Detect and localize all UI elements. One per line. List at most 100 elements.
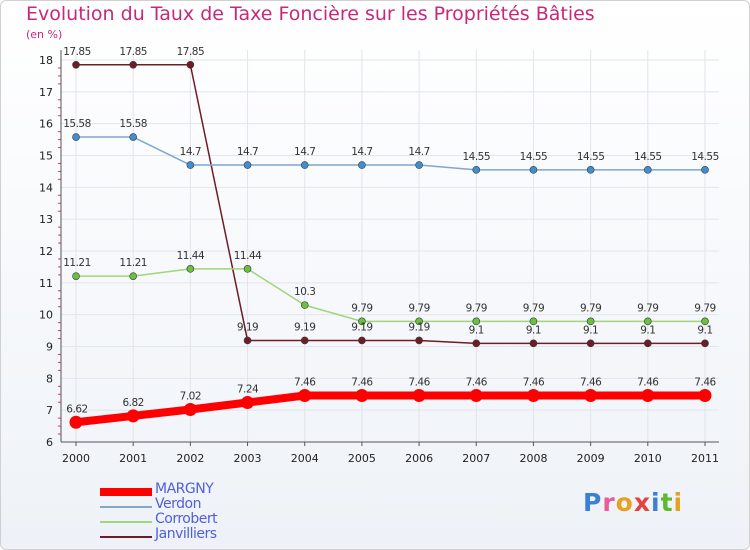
data-point-janvilliers — [644, 339, 652, 348]
logo-letter: r — [602, 488, 616, 517]
data-label-corrobert: 9.79 — [694, 302, 715, 314]
data-point-corrobert — [644, 317, 652, 326]
data-label-janvilliers: 9.1 — [640, 324, 655, 336]
data-label-janvilliers: 9.1 — [697, 324, 712, 336]
data-point-janvilliers — [300, 336, 309, 345]
data-label-verdon: 14.55 — [577, 151, 605, 163]
data-point-corrobert — [415, 317, 423, 326]
data-point-margny — [469, 389, 483, 403]
y-tick-label: 17 — [39, 86, 53, 99]
legend-label: MARGNY — [155, 481, 214, 497]
data-label-verdon: 14.7 — [237, 146, 258, 158]
data-label-margny: 7.46 — [637, 377, 659, 389]
data-label-janvilliers: 9.1 — [469, 324, 484, 336]
data-point-janvilliers — [186, 60, 195, 69]
data-label-corrobert: 9.79 — [408, 302, 429, 314]
data-point-corrobert — [358, 317, 366, 326]
data-label-janvilliers: 9.1 — [526, 324, 541, 336]
data-label-janvilliers: 9.19 — [408, 321, 429, 333]
unit-label: (en %) — [26, 28, 63, 41]
data-label-margny: 6.82 — [122, 397, 143, 409]
y-tick-label: 11 — [39, 277, 53, 290]
data-label-corrobert: 9.79 — [351, 302, 372, 314]
data-point-janvilliers — [415, 336, 423, 345]
data-point-janvilliers — [586, 339, 595, 348]
y-tick-label: 14 — [39, 181, 53, 194]
data-point-janvilliers — [529, 339, 538, 348]
data-point-corrobert — [243, 265, 252, 273]
data-label-verdon: 14.55 — [634, 151, 662, 163]
x-tick-label: 2007 — [462, 452, 490, 465]
data-label-verdon: 14.7 — [180, 146, 201, 158]
data-label-corrobert: 11.44 — [234, 250, 262, 262]
data-point-corrobert — [186, 265, 195, 273]
data-label-margny: 7.46 — [580, 377, 602, 389]
legend-label: Janvilliers — [155, 526, 217, 542]
data-label-margny: 7.24 — [237, 384, 259, 396]
data-point-verdon — [529, 166, 538, 174]
data-label-verdon: 15.58 — [63, 118, 91, 130]
data-point-margny — [641, 389, 655, 403]
data-label-janvilliers: 17.85 — [63, 46, 91, 58]
data-point-verdon — [701, 166, 709, 174]
data-point-verdon — [300, 161, 309, 169]
proxiti-logo: Proxiti — [583, 488, 683, 517]
series-line-janvilliers — [75, 64, 706, 345]
data-point-verdon — [472, 166, 481, 174]
data-label-verdon: 14.55 — [691, 151, 719, 163]
data-label-verdon: 14.7 — [351, 146, 372, 158]
x-tick-label: 2008 — [519, 452, 547, 465]
x-tick-label: 2006 — [405, 452, 433, 465]
x-tick-label: 2010 — [634, 452, 662, 465]
data-point-margny — [298, 389, 312, 403]
data-label-janvilliers: 17.85 — [119, 46, 147, 58]
x-tick-label: 2001 — [119, 452, 147, 465]
data-point-corrobert — [529, 317, 538, 326]
x-tick-label: 2004 — [291, 452, 319, 465]
y-tick-label: 16 — [39, 118, 53, 131]
data-point-margny — [126, 409, 140, 423]
data-label-margny: 7.02 — [180, 391, 201, 403]
chart-title: Evolution du Taux de Taxe Foncière sur l… — [26, 3, 595, 25]
series-line-margny — [72, 391, 709, 427]
data-point-verdon — [644, 166, 652, 174]
data-point-verdon — [358, 161, 366, 169]
data-point-janvilliers — [72, 60, 80, 69]
data-point-corrobert — [300, 301, 309, 309]
y-tick-label: 15 — [39, 150, 53, 163]
logo-letter: x — [633, 488, 651, 517]
data-label-margny: 7.46 — [294, 377, 316, 389]
data-point-margny — [412, 389, 426, 403]
data-point-margny — [355, 389, 369, 403]
data-label-janvilliers: 9.19 — [351, 321, 372, 333]
data-label-janvilliers: 9.19 — [294, 321, 315, 333]
data-label-verdon: 14.7 — [408, 146, 429, 158]
data-label-margny: 7.46 — [694, 377, 716, 389]
data-point-verdon — [72, 133, 80, 141]
data-point-janvilliers — [358, 336, 366, 345]
x-tick-label: 2002 — [176, 452, 204, 465]
data-label-corrobert: 10.3 — [294, 286, 315, 298]
data-point-verdon — [129, 133, 137, 141]
data-point-corrobert — [472, 317, 481, 326]
data-label-verdon: 14.55 — [520, 151, 548, 163]
x-tick-label: 2005 — [348, 452, 376, 465]
y-tick-label: 9 — [46, 341, 53, 354]
data-label-verdon: 14.7 — [294, 146, 315, 158]
data-point-corrobert — [129, 272, 137, 280]
data-label-corrobert: 11.21 — [119, 257, 147, 269]
x-tick-label: 2009 — [577, 452, 605, 465]
series-line-corrobert — [75, 268, 706, 323]
y-tick-label: 8 — [46, 372, 53, 385]
logo-letter: P — [583, 488, 603, 517]
data-point-janvilliers — [129, 60, 137, 69]
data-point-margny — [183, 403, 197, 417]
data-point-janvilliers — [472, 339, 481, 348]
data-label-margny: 6.62 — [66, 403, 87, 415]
y-tick-label: 12 — [39, 245, 53, 258]
data-label-margny: 7.46 — [351, 377, 373, 389]
data-label-verdon: 14.55 — [462, 151, 490, 163]
x-tick-label: 2000 — [62, 452, 90, 465]
y-tick-label: 18 — [39, 54, 53, 67]
